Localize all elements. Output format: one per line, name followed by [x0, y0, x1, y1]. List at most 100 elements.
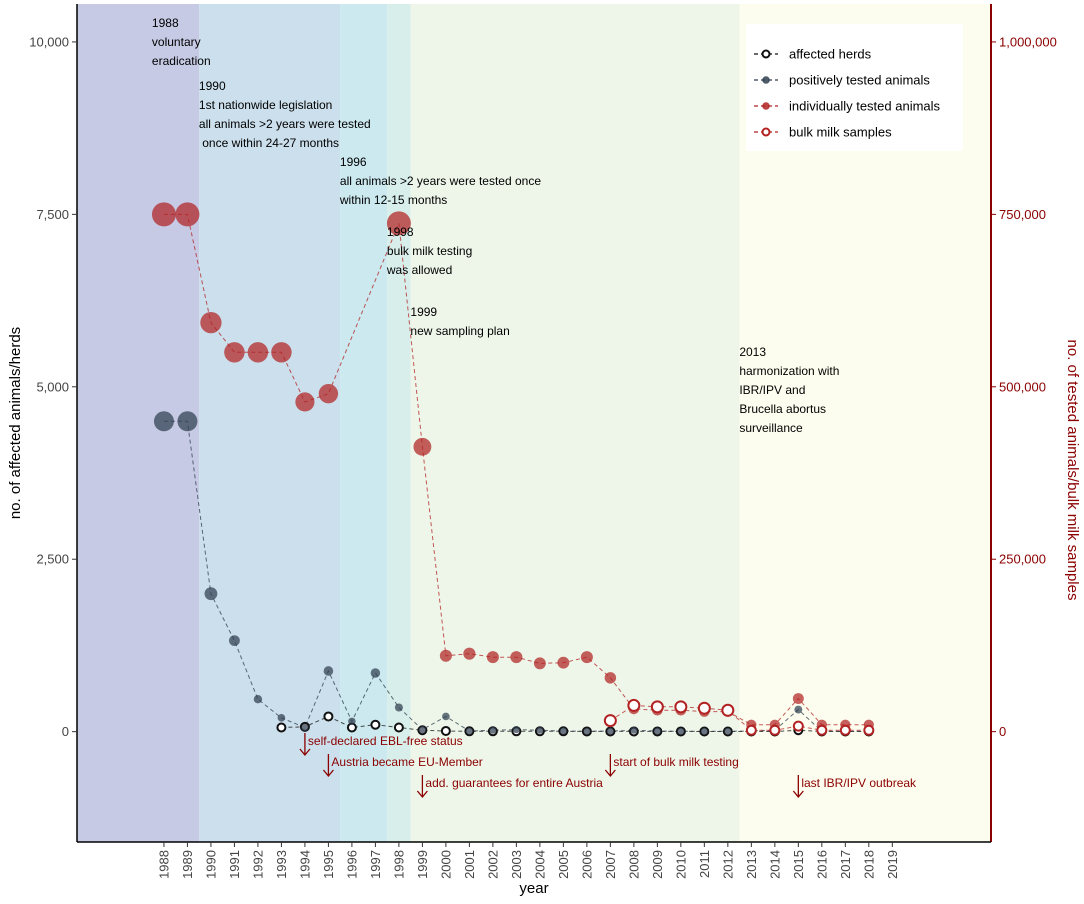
point-individually-tested-animals-1990 — [200, 311, 222, 334]
point-positively-tested-animals-2002 — [489, 726, 497, 734]
point-individually-tested-animals-2004 — [533, 657, 546, 670]
x-tick-label-2010: 2010 — [673, 850, 688, 879]
point-positively-tested-animals-2006 — [583, 727, 591, 735]
y-left-tick-label-5000: 5,000 — [36, 379, 69, 394]
point-positively-tested-animals-2010 — [677, 727, 685, 735]
point-positively-tested-animals-2004 — [536, 726, 544, 734]
point-positively-tested-animals-1999 — [418, 726, 426, 734]
x-tick-label-2005: 2005 — [556, 850, 571, 879]
point-affected-herds-1998 — [393, 722, 404, 733]
point-bulk-milk-samples-2016 — [816, 724, 828, 736]
point-individually-tested-animals-1995 — [318, 384, 339, 404]
annotation-line: Brucella abortus — [739, 402, 826, 416]
x-tick-label-2009: 2009 — [650, 850, 665, 879]
point-bulk-milk-samples-2015 — [792, 720, 804, 732]
point-positively-tested-animals-2009 — [653, 727, 661, 735]
legend-box — [746, 24, 963, 151]
x-tick-label-1993: 1993 — [274, 850, 289, 879]
y-right-tick-label-750000: 750,000 — [999, 207, 1046, 222]
legend-label-positively-tested-animals: positively tested animals — [789, 73, 930, 88]
legend-marker-bulk-milk-samples — [761, 127, 771, 137]
annotation-line: voluntary — [152, 35, 201, 49]
point-positively-tested-animals-1998 — [394, 703, 403, 712]
period-band-4 — [410, 4, 740, 842]
y-left-axis-title: no. of affected animals/herds — [7, 327, 24, 519]
legend-marker-positively-tested-animals — [762, 76, 770, 84]
point-individually-tested-animals-1993 — [271, 342, 292, 363]
event-arrowhead-1999 — [416, 790, 428, 799]
x-tick-label-2017: 2017 — [838, 850, 853, 879]
point-individually-tested-animals-2000 — [439, 649, 452, 662]
annotation-line: all animals >2 years were tested — [199, 117, 371, 131]
y-right-tick-label-500000: 500,000 — [999, 379, 1046, 394]
point-affected-herds-2000 — [440, 725, 451, 736]
x-tick-label-1998: 1998 — [391, 850, 406, 879]
point-affected-herds-1993 — [276, 722, 287, 733]
y-left-tick-label-7500: 7,500 — [36, 207, 69, 222]
event-label-2015: last IBR/IPV outbreak — [801, 776, 917, 790]
annotation-line: 1998 — [387, 225, 414, 239]
event-arrowhead-2007 — [604, 769, 616, 778]
point-positively-tested-animals-2000 — [442, 712, 450, 721]
point-positively-tested-animals-2015 — [794, 705, 803, 714]
x-tick-label-2013: 2013 — [744, 850, 759, 879]
x-tick-label-2008: 2008 — [626, 850, 641, 879]
event-arrowhead-1995 — [322, 769, 334, 778]
x-tick-label-2007: 2007 — [603, 850, 618, 879]
x-tick-label-2004: 2004 — [532, 850, 547, 879]
point-affected-herds-1995 — [323, 711, 334, 722]
point-individually-tested-animals-2002 — [486, 651, 499, 664]
x-tick-label-1992: 1992 — [250, 850, 265, 879]
point-individually-tested-animals-1988 — [151, 202, 176, 227]
legend-label-individually-tested-animals: individually tested animals — [789, 99, 941, 114]
event-label-1994: self-declared EBL-free status — [308, 734, 463, 748]
x-tick-label-2006: 2006 — [579, 850, 594, 879]
annotation-1988: 1988 voluntary eradication — [152, 16, 211, 68]
y-right-tick-label-0: 0 — [999, 724, 1006, 739]
point-bulk-milk-samples-2018 — [863, 724, 875, 736]
annotation-1996: 1996 all animals >2 years were tested onc… — [339, 155, 541, 207]
point-individually-tested-animals-1991 — [224, 342, 245, 363]
annotation-line: new sampling plan — [410, 324, 509, 338]
y-right-tick-label-1000000: 1,000,000 — [999, 34, 1057, 49]
point-bulk-milk-samples-2013 — [745, 724, 757, 736]
point-positively-tested-animals-2001 — [465, 727, 473, 735]
annotation-line: 2013 — [739, 345, 766, 359]
axes: 0 2,500 5,000 7,500 10,000 0 250,000 500,000 750… — [7, 4, 1081, 897]
x-tick-label-2003: 2003 — [509, 850, 524, 879]
annotation-line: all animals >2 years were tested once — [340, 174, 541, 188]
series-points — [151, 202, 875, 737]
annotation-line: harmonization with — [739, 364, 839, 378]
y-left-tick-label-2500: 2,500 — [36, 552, 69, 567]
point-individually-tested-animals-2007 — [604, 672, 617, 684]
x-tick-label-2014: 2014 — [767, 850, 782, 879]
y-right-tick-label-250000: 250,000 — [999, 552, 1046, 567]
point-individually-tested-animals-1999 — [413, 437, 432, 456]
point-positively-tested-animals-1990 — [204, 587, 218, 601]
point-positively-tested-animals-1997 — [370, 668, 381, 678]
x-tick-label-2001: 2001 — [462, 850, 477, 879]
point-individually-tested-animals-2001 — [463, 647, 476, 660]
point-individually-tested-animals-1989 — [175, 202, 200, 227]
event-label-1995: Austria became EU-Member — [331, 755, 482, 769]
annotation-line: 1988 — [152, 16, 179, 30]
point-bulk-milk-samples-2008 — [627, 698, 641, 712]
legend: affected herds positively tested animals i… — [746, 24, 963, 151]
annotation-2013: 2013 harmonization with IBR/IPV and Brucell… — [739, 345, 839, 435]
legend-marker-affected-herds — [761, 49, 771, 59]
point-bulk-milk-samples-2012 — [721, 703, 735, 717]
point-bulk-milk-samples-2011 — [697, 701, 711, 715]
point-positively-tested-animals-1994 — [301, 723, 309, 732]
x-tick-label-2011: 2011 — [697, 850, 712, 878]
annotation-line: IBR/IPV and — [739, 383, 805, 397]
point-positively-tested-animals-1995 — [323, 666, 334, 676]
point-individually-tested-animals-2015 — [792, 693, 804, 704]
point-positively-tested-animals-1996 — [348, 717, 356, 726]
point-affected-herds-1997 — [370, 719, 381, 730]
event-label-2007: start of bulk milk testing — [613, 755, 738, 769]
x-axis-title: year — [519, 880, 548, 897]
point-individually-tested-animals-1994 — [295, 392, 315, 412]
annotation-line: eradication — [152, 54, 211, 68]
point-positively-tested-animals-1992 — [253, 695, 263, 704]
y-right-axis-title: no. of tested animals/bulk milk samples — [1064, 340, 1081, 601]
